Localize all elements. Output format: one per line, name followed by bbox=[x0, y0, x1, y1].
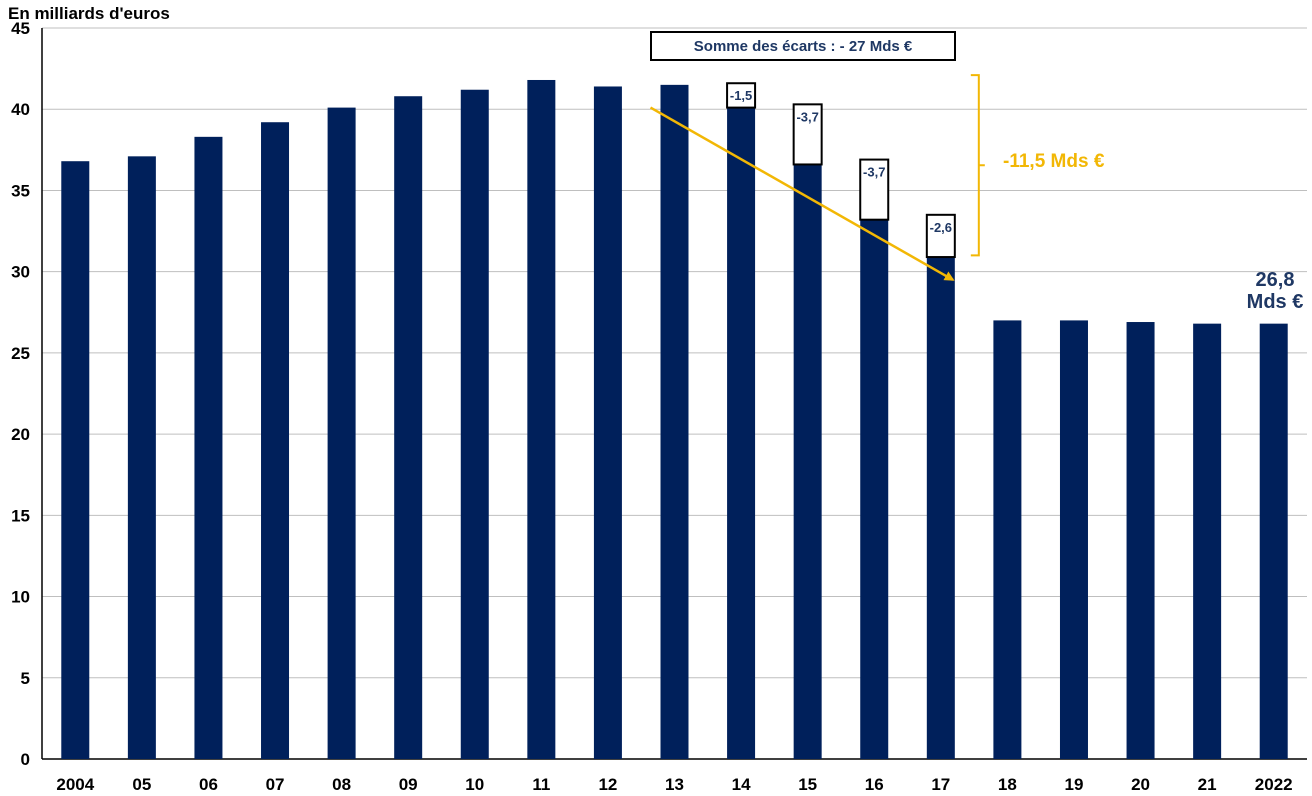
trend-arrow bbox=[649, 106, 955, 281]
bar bbox=[926, 257, 955, 759]
bar bbox=[593, 86, 622, 760]
gap-box bbox=[859, 158, 890, 221]
y-tick-label: 0 bbox=[21, 750, 30, 769]
y-tick-label: 45 bbox=[11, 19, 30, 38]
bar bbox=[1126, 322, 1155, 759]
x-tick-label: 2022 bbox=[1255, 775, 1293, 794]
x-tick-label: 14 bbox=[732, 775, 751, 794]
gap-box bbox=[792, 103, 823, 166]
bar bbox=[127, 156, 156, 759]
x-tick-label: 15 bbox=[798, 775, 817, 794]
bar bbox=[860, 219, 889, 759]
x-tick-label: 16 bbox=[865, 775, 884, 794]
gap-label: -3,7 bbox=[796, 109, 818, 124]
bar bbox=[394, 96, 423, 759]
bar bbox=[261, 122, 290, 760]
x-tick-label: 11 bbox=[532, 775, 550, 794]
y-tick-label: 15 bbox=[11, 506, 30, 525]
gap-label: -1,5 bbox=[730, 88, 752, 103]
bar bbox=[993, 320, 1022, 759]
bar bbox=[327, 107, 356, 759]
y-axis-title: En milliards d'euros bbox=[8, 4, 170, 23]
bar bbox=[1193, 323, 1222, 759]
y-tick-label: 40 bbox=[11, 100, 30, 119]
last-value-label: 26,8 Mds € bbox=[1238, 269, 1312, 313]
x-tick-label: 18 bbox=[998, 775, 1017, 794]
bar bbox=[460, 89, 489, 760]
bar bbox=[61, 161, 90, 759]
y-tick-label: 30 bbox=[11, 263, 30, 282]
brace bbox=[970, 74, 985, 257]
x-tick-label: 08 bbox=[332, 775, 351, 794]
bar bbox=[1259, 323, 1288, 759]
x-tick-label: 06 bbox=[199, 775, 218, 794]
bar bbox=[194, 136, 223, 760]
bar bbox=[527, 79, 556, 759]
annotations-overlay bbox=[649, 74, 985, 281]
gap-box bbox=[726, 82, 757, 109]
x-tick-label: 20 bbox=[1131, 775, 1150, 794]
y-tick-label: 20 bbox=[11, 425, 30, 444]
x-tick-label: 09 bbox=[399, 775, 418, 794]
sum-of-gaps-box: Somme des écarts : - 27 Mds € bbox=[650, 31, 956, 61]
y-tick-labels: 0 5 10 15 20 25 30 35 40 45 bbox=[11, 19, 30, 769]
x-tick-label: 21 bbox=[1198, 775, 1217, 794]
brace-label: -11,5 Mds € bbox=[1003, 151, 1105, 172]
gap-label: -3,7 bbox=[863, 165, 885, 180]
gap-boxes: -1,5 -3,7 -3,7 -2,6 bbox=[726, 82, 956, 259]
last-value-unit: Mds € bbox=[1246, 291, 1304, 313]
bar bbox=[793, 164, 822, 759]
gap-box bbox=[925, 213, 956, 259]
bars bbox=[61, 79, 1288, 760]
y-tick-label: 35 bbox=[11, 181, 30, 200]
y-tick-label: 10 bbox=[11, 588, 30, 607]
y-tick-label: 25 bbox=[11, 344, 30, 363]
last-value-number: 26,8 bbox=[1255, 269, 1295, 291]
x-tick-label: 10 bbox=[465, 775, 484, 794]
gap-label: -2,6 bbox=[930, 220, 952, 235]
bar bbox=[1059, 320, 1088, 759]
x-tick-label: 12 bbox=[598, 775, 617, 794]
bar bbox=[727, 107, 756, 759]
y-tick-label: 5 bbox=[21, 669, 30, 688]
bar bbox=[660, 84, 689, 760]
x-tick-label: 19 bbox=[1065, 775, 1084, 794]
x-tick-label: 07 bbox=[266, 775, 285, 794]
x-tick-label: 2004 bbox=[56, 775, 94, 794]
x-tick-label: 17 bbox=[931, 775, 950, 794]
x-tick-label: 05 bbox=[132, 775, 151, 794]
x-tick-labels: 2004 05 06 07 08 09 10 11 12 13 14 15 16 17 18 19 20 21 20… bbox=[56, 775, 1292, 794]
x-tick-label: 13 bbox=[665, 775, 684, 794]
